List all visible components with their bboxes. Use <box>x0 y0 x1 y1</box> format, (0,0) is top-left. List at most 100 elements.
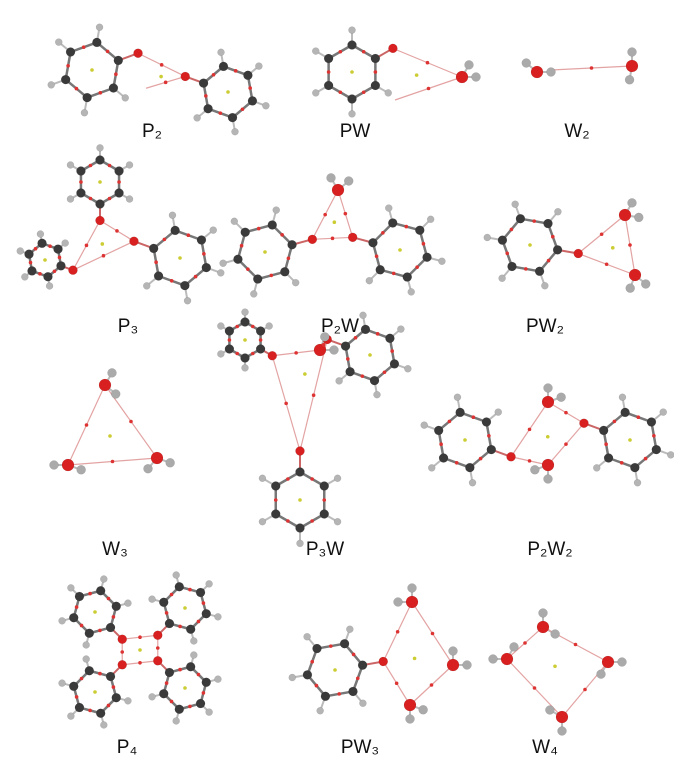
critical-point <box>90 68 94 72</box>
oxygen <box>579 419 588 428</box>
hydrogen <box>67 161 74 168</box>
carbon <box>204 104 213 113</box>
hydrogen <box>346 626 353 633</box>
critical-point <box>274 498 278 502</box>
hydrogen <box>465 60 474 69</box>
carbon <box>303 670 312 679</box>
hydrogen <box>512 201 519 208</box>
hydrogen <box>67 584 74 591</box>
carbon <box>69 682 78 691</box>
carbon <box>388 218 397 227</box>
hydrogen <box>454 394 461 401</box>
hydrogen <box>469 479 476 486</box>
hydrogen <box>472 73 481 82</box>
carbon <box>253 275 262 284</box>
carbon <box>320 482 329 491</box>
critical-point <box>218 111 222 115</box>
critical-point <box>375 254 379 258</box>
hydrogen <box>522 59 531 68</box>
hydrogen <box>100 576 107 583</box>
carbon <box>439 453 448 462</box>
hydrogen <box>50 461 59 470</box>
hydrogen <box>312 48 319 55</box>
critical-point <box>53 269 57 273</box>
panel-label: W₃ <box>102 539 128 560</box>
critical-point <box>138 661 142 665</box>
oxygen <box>501 653 513 665</box>
critical-point <box>390 349 394 353</box>
oxygen <box>348 233 357 242</box>
critical-point <box>368 353 372 357</box>
hydrogen <box>122 94 129 101</box>
critical-point <box>395 681 399 685</box>
critical-point <box>212 73 216 77</box>
critical-point <box>66 64 70 68</box>
oxygen <box>96 216 105 225</box>
hydrogen <box>166 458 175 467</box>
carbon <box>313 644 322 653</box>
critical-point <box>322 343 326 347</box>
critical-point <box>259 338 263 342</box>
oxygen <box>456 71 468 83</box>
critical-point <box>505 251 509 255</box>
carbon <box>243 71 252 80</box>
carbon <box>149 244 158 253</box>
carbon <box>27 266 36 275</box>
hydrogen <box>126 161 133 168</box>
critical-point <box>257 227 261 231</box>
critical-point <box>89 197 93 201</box>
critical-point <box>246 267 250 271</box>
critical-point <box>362 50 366 54</box>
critical-point <box>574 643 578 647</box>
oxygen <box>574 249 583 258</box>
hydrogen <box>214 613 221 620</box>
carbon <box>202 678 211 687</box>
hydrogen <box>242 309 249 316</box>
critical-point <box>323 213 327 217</box>
carbon <box>175 705 184 714</box>
carbon <box>112 693 121 702</box>
critical-point <box>165 681 169 685</box>
critical-point <box>85 244 89 248</box>
critical-point <box>524 267 528 271</box>
critical-point <box>79 180 83 184</box>
hydrogen <box>206 580 213 587</box>
critical-point <box>339 50 343 54</box>
carbon <box>390 359 399 368</box>
carbon <box>535 267 544 276</box>
critical-point <box>611 246 615 250</box>
carbon <box>109 83 118 92</box>
critical-point <box>154 260 158 264</box>
critical-point <box>101 242 105 246</box>
critical-point <box>111 460 115 464</box>
oxygen <box>406 596 418 608</box>
carbon <box>85 629 94 638</box>
critical-point <box>339 90 343 94</box>
hydrogen <box>67 196 74 203</box>
critical-point <box>422 242 426 246</box>
hydrogen <box>292 279 299 286</box>
carbon <box>630 463 639 472</box>
critical-point <box>226 90 230 94</box>
critical-point <box>170 700 174 704</box>
hydrogen <box>190 652 197 659</box>
hydrogen <box>558 727 567 736</box>
hydrogen <box>628 48 637 57</box>
hydrogen <box>59 680 66 687</box>
hydrogen <box>634 479 641 486</box>
carbon <box>652 445 661 454</box>
critical-point <box>194 275 198 279</box>
carbon <box>516 214 525 223</box>
critical-point <box>178 256 182 260</box>
critical-point <box>243 338 247 342</box>
critical-point <box>98 629 102 633</box>
carbon <box>604 453 613 462</box>
critical-point <box>431 632 435 636</box>
carbon <box>106 623 115 632</box>
carbon <box>197 236 206 245</box>
critical-point <box>487 434 491 438</box>
carbon <box>112 602 121 611</box>
critical-point <box>102 254 106 258</box>
oxygen <box>68 266 77 275</box>
panel-label: W₂ <box>564 121 589 142</box>
